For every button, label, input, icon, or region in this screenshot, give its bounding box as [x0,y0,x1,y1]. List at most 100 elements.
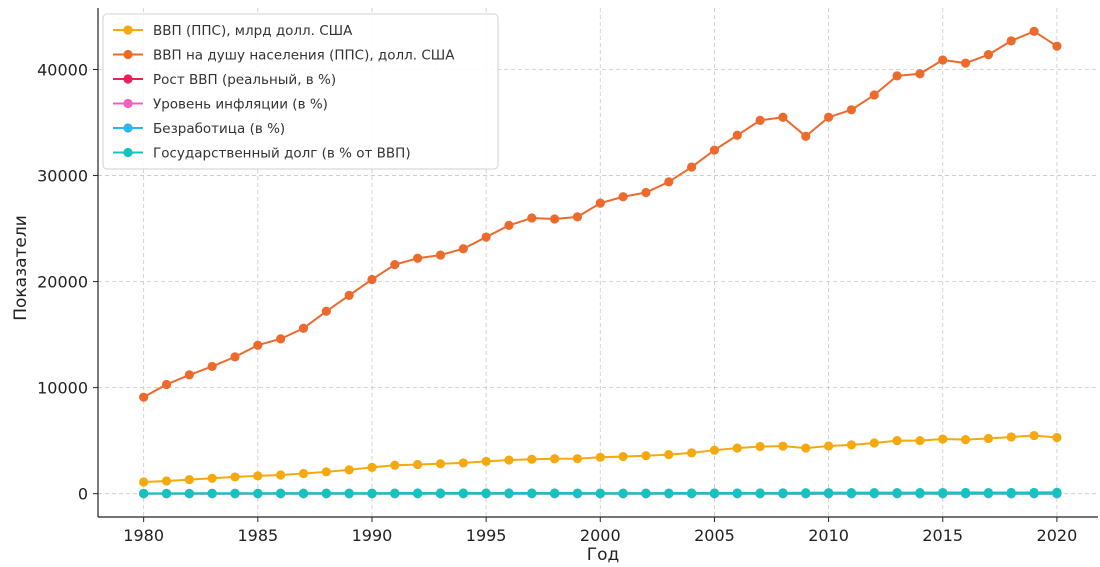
data-point [687,488,697,498]
data-point [869,90,879,100]
data-point [550,454,560,464]
series-1 [139,430,1062,487]
data-point [778,441,788,451]
y-tick-label: 10000 [37,379,88,398]
legend-swatch-marker [123,25,133,35]
data-point [641,187,651,198]
data-point [641,488,651,498]
data-point [390,460,400,470]
data-point [687,162,697,172]
data-point [983,50,994,60]
data-point [595,198,605,208]
data-point [869,487,879,498]
data-point [755,115,765,126]
data-point [915,69,925,79]
legend-item: Безработица (в %) [113,121,285,137]
data-point [253,471,263,481]
data-point [709,488,720,498]
data-point [458,488,468,498]
data-point [572,488,583,498]
data-point [435,488,446,498]
y-axis-title: Показатели [11,215,31,321]
data-point [755,488,765,498]
data-point [732,130,742,140]
series-group [139,26,1062,499]
data-point [572,454,583,464]
data-point [527,213,537,223]
data-point [527,488,537,498]
legend-swatch-marker [123,98,133,109]
data-point [276,334,286,344]
y-tick-label: 0 [78,485,88,504]
data-point [778,112,788,122]
data-point [709,145,720,155]
data-point [344,290,354,300]
data-point [321,306,331,316]
legend-item: ВВП на душу населения (ППС), долл. США [113,48,455,64]
x-tick-label: 1995 [466,526,507,545]
x-tick-label: 1990 [352,526,393,545]
data-point [938,487,948,498]
legend-swatch-marker [123,74,133,84]
data-point [207,473,217,483]
legend-label: Государственный долг (в % от ВВП) [153,146,411,162]
data-point [390,260,400,270]
legend-item: ВВП (ППС), млрд долл. США [113,23,353,39]
data-point [184,488,194,498]
data-point [687,448,697,458]
y-tick-label: 40000 [37,61,88,80]
data-point [1029,487,1039,498]
legend-swatch-marker [123,123,133,133]
data-point [846,105,857,115]
series-2 [139,26,1062,402]
data-point [983,487,994,498]
data-point [413,488,423,498]
data-point [618,488,628,498]
data-point [527,454,537,464]
x-tick-label: 1985 [237,526,278,545]
legend-label: Уровень инфляции (в %) [153,97,328,113]
data-point [458,244,468,254]
y-tick-label: 30000 [37,167,88,186]
data-point [298,323,309,333]
data-point [801,131,811,141]
y-tick-label: 20000 [37,273,88,292]
data-point [641,451,651,461]
data-point [504,220,514,230]
data-point [435,459,446,469]
x-tick-label: 2015 [922,526,963,545]
legend-item: Рост ВВП (реальный, в %) [113,72,336,88]
data-point [823,112,834,122]
data-point [960,487,971,498]
data-point [298,468,309,479]
data-point [1006,487,1016,498]
data-point [1052,41,1062,51]
legend-item: Уровень инфляции (в %) [113,97,328,113]
data-point [458,458,468,468]
data-point [595,488,605,498]
data-point [207,361,217,372]
x-tick-label: 2020 [1037,526,1078,545]
data-point [664,450,674,460]
legend-item: Государственный долг (в % от ВВП) [113,146,411,162]
legend-label: Рост ВВП (реальный, в %) [153,72,336,88]
legend-swatch-marker [123,147,133,158]
data-point [618,451,628,462]
data-point [367,462,377,472]
data-point [230,488,240,498]
data-point [846,440,857,450]
data-point [390,488,400,498]
data-point [367,488,377,498]
data-point [207,488,217,498]
data-point [253,488,263,498]
data-point [276,470,286,480]
data-point [276,488,286,498]
data-point [321,488,331,498]
x-tick-label: 2000 [580,526,621,545]
data-point [184,474,194,485]
legend-label: ВВП на душу населения (ППС), долл. США [153,48,455,64]
axes [93,8,1098,522]
data-point [139,477,149,487]
data-point [481,232,491,242]
data-point [1006,432,1016,442]
